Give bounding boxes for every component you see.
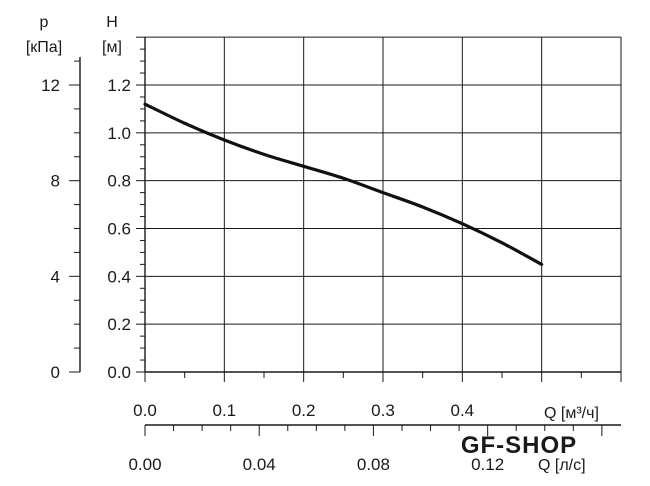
h-tick-label: 0.2 bbox=[107, 315, 131, 334]
series-line bbox=[143, 102, 544, 266]
h-tick-label: 1.0 bbox=[107, 124, 131, 143]
q-m3h-tick-label: 0.3 bbox=[371, 401, 395, 420]
q-ls-tick-label: 0.08 bbox=[357, 455, 390, 474]
h-tick-label: 1.2 bbox=[107, 76, 131, 95]
h-axis-unit: [м] bbox=[102, 39, 122, 56]
p-tick-label: 4 bbox=[51, 267, 60, 286]
q-m3h-tick-label: 0.4 bbox=[451, 401, 475, 420]
ticks bbox=[69, 36, 622, 436]
q-m3h-tick-label: 0.2 bbox=[292, 401, 316, 420]
p-tick-label: 0 bbox=[51, 363, 60, 382]
p-axis-unit: [кПа] bbox=[26, 39, 62, 56]
watermark-logo: GF-SHOP bbox=[461, 432, 577, 459]
q-m3h-tick-label: 0.0 bbox=[133, 401, 157, 420]
h-tick-label: 0.6 bbox=[107, 220, 131, 239]
h-axis-label: H bbox=[106, 14, 118, 31]
q-m3h-tick-label: 0.1 bbox=[213, 401, 237, 420]
p-tick-label: 12 bbox=[41, 76, 60, 95]
q-ls-axis-label: Q [л/с] bbox=[538, 457, 586, 474]
h-tick-label: 0.0 bbox=[107, 363, 131, 382]
axes bbox=[79, 37, 621, 426]
tick-labels: 1.2 1.0 0.8 0.6 0.4 0.2 0.0 12 8 4 0 0.0 0.1 0.2 0.3 0.… bbox=[41, 76, 504, 474]
q-ls-tick-label: 0.00 bbox=[128, 455, 161, 474]
h-tick-label: 0.4 bbox=[107, 267, 131, 286]
grid bbox=[145, 36, 622, 372]
q-ls-tick-label: 0.12 bbox=[471, 455, 504, 474]
h-tick-label: 0.8 bbox=[107, 172, 131, 191]
q-ls-tick-label: 0.04 bbox=[243, 455, 276, 474]
p-axis-label: p bbox=[40, 14, 49, 31]
q-m3h-axis-label: Q [м³/ч] bbox=[544, 405, 599, 422]
p-tick-label: 8 bbox=[51, 172, 60, 191]
